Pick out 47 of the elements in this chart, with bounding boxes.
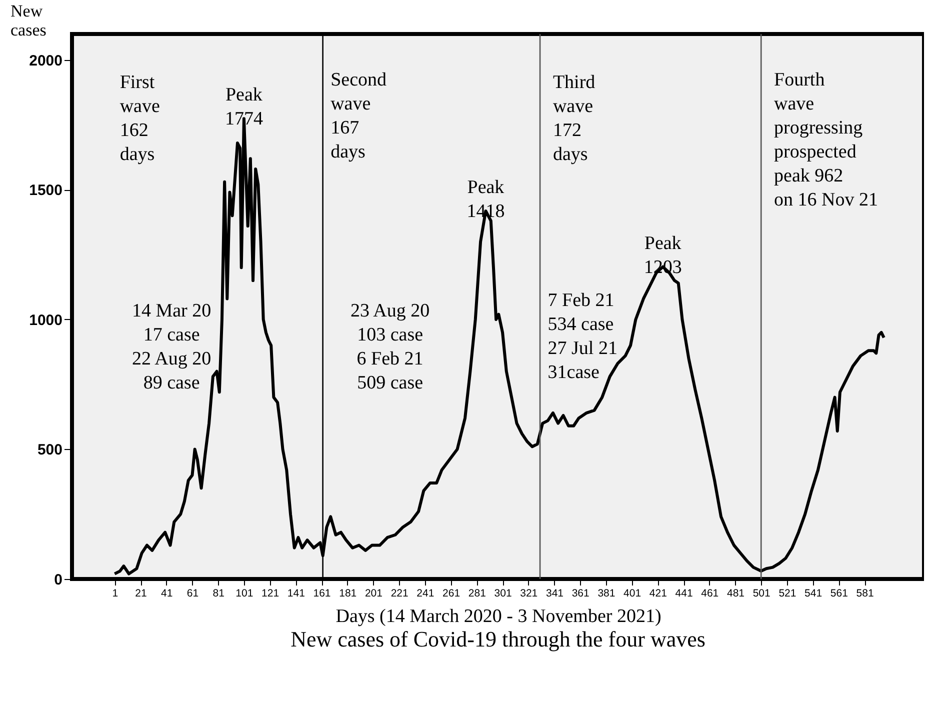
x-tick-label: 201 [364,588,383,600]
x-tick-label: 41 [161,588,173,600]
annotation: Fourth wave progressing prospected peak 962 on 16 Nov 21 [774,69,878,210]
x-tick-label: 301 [494,588,512,600]
x-tick-label: 61 [186,588,199,600]
y-tick-label: 2000 [29,52,62,70]
y-tick-label: 1500 [29,182,62,200]
x-tick-label: 221 [390,588,409,600]
y-tick-label: 0 [54,572,62,588]
x-tick-label: 481 [726,588,745,600]
x-tick-label: 21 [135,588,148,600]
y-tick-label: 1000 [29,312,62,329]
x-tick-label: 421 [649,588,668,600]
annotation: First wave 162 days [120,72,160,165]
x-tick-label: 281 [468,588,486,600]
x-tick-label: 101 [236,588,254,600]
x-tick-label: 361 [572,588,590,600]
text: New cases of Covid-19 through the four waves [290,626,706,652]
x-tick-label: 521 [778,588,796,600]
annotation: Second wave 167 days [330,69,388,162]
x-tick-label: 541 [804,588,822,600]
annotation: Third wave 172 days [552,72,596,165]
annotation: Peak 1418 [466,176,505,222]
x-tick-label: 81 [212,588,225,600]
y-axis-title: New cases [10,2,46,40]
annotation: 23 Aug 20 103 case 6 Feb 21 509 case [350,300,430,394]
x-tick-label: 381 [598,588,616,600]
x-tick-label: 561 [830,588,848,600]
x-tick-label: 241 [416,588,434,600]
annotation: 7 Feb 21 534 case 27 Jul 21 31case [548,290,618,383]
x-tick-label: 501 [752,588,771,600]
x-tick-label: 181 [339,588,357,600]
x-axis-title: Days (14 March 2020 - 3 November 2021) [336,606,662,627]
x-tick-label: 581 [856,588,874,600]
x-tick-label: 141 [287,588,306,600]
x-tick-label: 441 [675,588,693,600]
y-tick-label: 500 [37,442,62,459]
x-tick-label: 261 [442,588,460,600]
annotation: 14 Mar 20 17 case 22 Aug 20 89 case [132,300,212,394]
x-tick-label: 321 [520,588,538,600]
x-tick-label: 121 [262,588,280,600]
x-tick-label: 401 [624,588,642,600]
annotation: Peak 1774 [224,84,264,130]
x-tick-label: 161 [313,588,331,600]
x-tick-label: 1 [112,588,118,600]
x-tick-label: 461 [701,588,719,600]
x-tick-label: 341 [546,588,564,600]
